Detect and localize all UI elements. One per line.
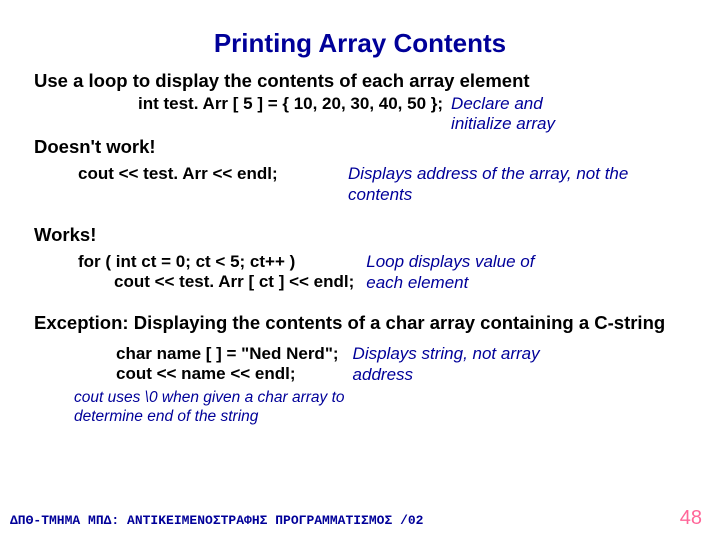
cout-note: cout uses \0 when given a char array to … <box>34 389 394 426</box>
char-code-2: cout << name << endl; <box>116 364 339 384</box>
decl-row: int test. Arr [ 5 ] = { 10, 20, 30, 40, … <box>34 94 686 133</box>
decl-annot: Declare and initialize array <box>451 94 555 133</box>
footer-text: ΔΠΘ-ΤΜΗΜΑ ΜΠΔ: ΑΝΤΙΚΕΙΜΕΝΟΣΤΡΑΦΗΣ ΠΡΟΓΡΑ… <box>10 513 423 528</box>
works-code-2: cout << test. Arr [ ct ] << endl; <box>78 272 354 292</box>
char-annot: Displays string, not array address <box>353 344 543 385</box>
char-row: char name [ ] = "Ned Nerd"; cout << name… <box>34 344 686 385</box>
excep-head: Exception: Displaying the contents of a … <box>34 311 686 334</box>
intro-text: Use a loop to display the contents of ea… <box>34 69 686 92</box>
works-head: Works! <box>34 223 686 246</box>
decl-code: int test. Arr [ 5 ] = { 10, 20, 30, 40, … <box>138 94 443 114</box>
doesnt-annot: Displays address of the array, not the c… <box>348 164 658 205</box>
doesnt-code: cout << test. Arr << endl; <box>78 164 328 184</box>
page-number: 48 <box>680 507 702 530</box>
works-row: for ( int ct = 0; ct < 5; ct++ ) cout <<… <box>34 252 686 293</box>
doesnt-head: Doesn't work! <box>34 135 686 158</box>
char-code-1: char name [ ] = "Ned Nerd"; <box>116 344 339 364</box>
works-code-1: for ( int ct = 0; ct < 5; ct++ ) <box>78 252 354 272</box>
char-code-block: char name [ ] = "Ned Nerd"; cout << name… <box>116 344 339 384</box>
slide-title: Printing Array Contents <box>34 28 686 59</box>
decl-annot-2: initialize array <box>451 114 555 133</box>
works-code-block: for ( int ct = 0; ct < 5; ct++ ) cout <<… <box>78 252 354 292</box>
doesnt-row: cout << test. Arr << endl; Displays addr… <box>34 164 686 205</box>
works-annot: Loop displays value of each element <box>366 252 556 293</box>
slide: Printing Array Contents Use a loop to di… <box>0 0 720 426</box>
decl-annot-1: Declare and <box>451 94 543 113</box>
